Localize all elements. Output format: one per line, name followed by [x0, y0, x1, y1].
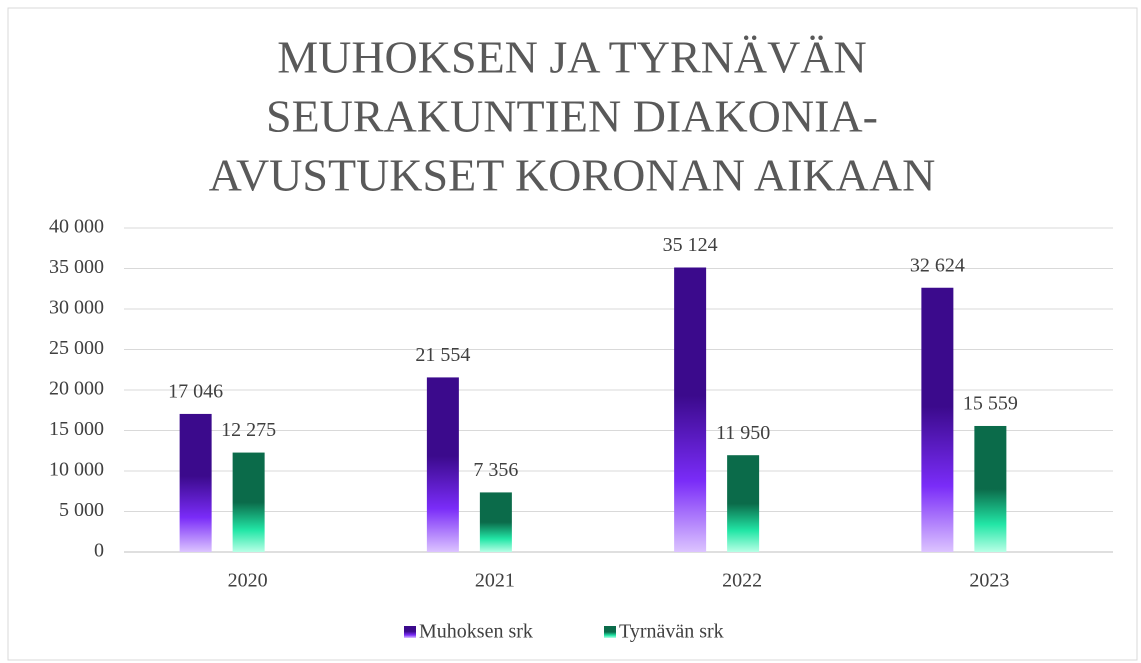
- y-tick-label: 25 000: [49, 337, 104, 359]
- data-label: 35 124: [663, 234, 718, 256]
- bar: [921, 287, 954, 552]
- chart-title: SEURAKUNTIEN DIAKONIA-: [266, 91, 878, 142]
- bar: [674, 267, 707, 552]
- legend-label: Tyrnävän srk: [619, 621, 724, 643]
- x-tick-label: 2022: [722, 570, 762, 592]
- bar: [974, 425, 1007, 552]
- y-tick-label: 40 000: [49, 216, 104, 238]
- y-tick-label: 0: [94, 540, 104, 562]
- y-tick-label: 30 000: [49, 297, 104, 319]
- legend-label: Muhoksen srk: [419, 621, 533, 643]
- data-label: 15 559: [963, 393, 1018, 415]
- chart-title: MUHOKSEN JA TYRNÄVÄN: [277, 32, 867, 83]
- legend-swatch: [404, 626, 416, 638]
- data-label: 21 554: [415, 344, 470, 366]
- legend-swatch: [604, 626, 616, 638]
- y-tick-label: 15 000: [49, 418, 104, 440]
- data-label: 7 356: [473, 459, 518, 481]
- bar: [232, 452, 265, 552]
- data-label: 11 950: [716, 422, 770, 444]
- bar: [727, 455, 760, 552]
- bar: [179, 413, 212, 552]
- y-tick-label: 10 000: [49, 459, 104, 481]
- chart-title: AVUSTUKSET KORONAN AIKAAN: [209, 150, 936, 201]
- y-tick-label: 5 000: [59, 499, 104, 521]
- bar: [479, 492, 512, 552]
- data-label: 17 046: [168, 381, 223, 403]
- y-tick-label: 20 000: [49, 378, 104, 400]
- bar: [426, 377, 459, 552]
- x-tick-label: 2020: [228, 570, 268, 592]
- data-label: 32 624: [910, 254, 965, 276]
- data-label: 12 275: [221, 419, 276, 441]
- y-tick-label: 35 000: [49, 256, 104, 278]
- x-tick-label: 2021: [475, 570, 515, 592]
- x-tick-label: 2023: [969, 570, 1009, 592]
